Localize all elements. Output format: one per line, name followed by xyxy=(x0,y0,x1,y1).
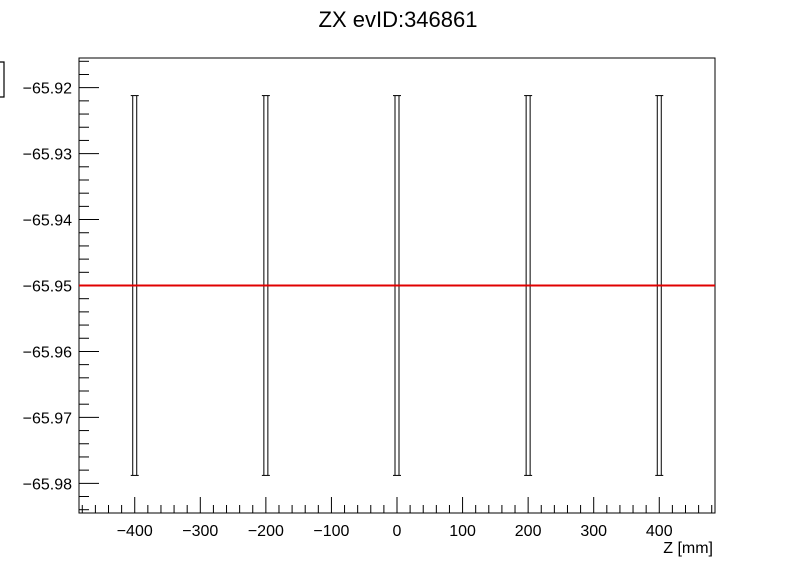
x-tick-label: 400 xyxy=(646,523,673,540)
x-tick-label: −400 xyxy=(117,523,153,540)
y-axis-title-glyph xyxy=(0,61,5,98)
x-tick-label: −100 xyxy=(313,523,349,540)
axis-ticks xyxy=(79,60,713,513)
x-tick-label: 200 xyxy=(515,523,542,540)
x-tick-label: 100 xyxy=(449,523,476,540)
y-tick-label: −65.93 xyxy=(23,147,72,164)
y-tick-label: −65.92 xyxy=(23,81,72,98)
y-tick-label: −65.95 xyxy=(23,279,72,296)
y-tick-label: −65.96 xyxy=(23,344,72,361)
x-axis-title: Z [mm] xyxy=(663,540,713,557)
data-marks xyxy=(79,95,715,476)
y-tick-label: −65.97 xyxy=(23,410,72,427)
x-tick-label: −200 xyxy=(248,523,284,540)
x-tick-label: 300 xyxy=(580,523,607,540)
x-tick-label: −300 xyxy=(182,523,218,540)
y-tick-label: −65.94 xyxy=(23,213,72,230)
chart-title: ZX evID:346861 xyxy=(319,7,478,32)
y-tick-label: −65.98 xyxy=(23,476,72,493)
x-tick-label: 0 xyxy=(393,523,402,540)
tick-labels: −400 −300 −200 −100 0 100 200 300 400 −65.92 −65.9… xyxy=(23,81,673,540)
